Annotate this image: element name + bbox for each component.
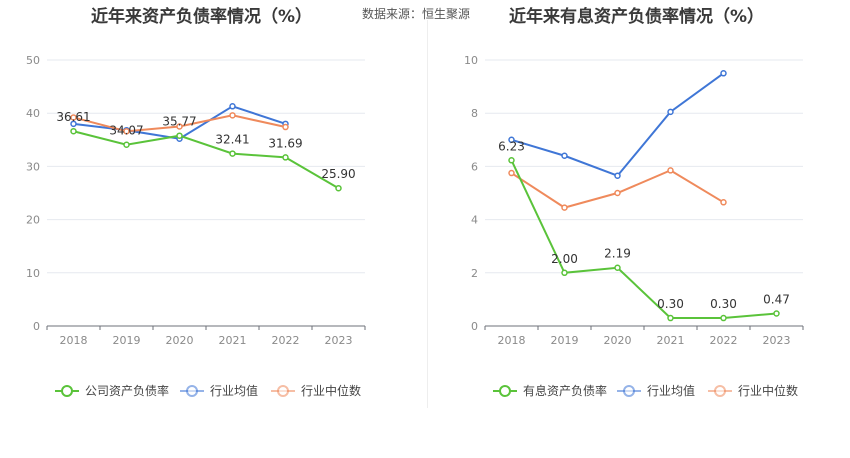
c1-series-0-point-3 [667,314,674,322]
c0-data-label-2: 35.77 [162,115,196,129]
c1-x-tick-2019: 2019 [551,334,579,347]
c0-y-tick-30: 30 [26,160,40,173]
c1-series-1-point-2 [614,172,621,179]
c1-x-tick-2018: 2018 [498,334,526,347]
c0-series-2-point-3 [229,112,236,119]
c0-data-label-3: 32.41 [215,133,249,147]
c0-data-label-5: 25.90 [321,167,355,181]
c1-data-label-1: 2.00 [551,252,578,266]
c0-x-tick-2021: 2021 [219,334,247,347]
c1-series-line-1 [511,72,725,177]
c1-data-label-3: 0.30 [657,297,684,311]
c0-x-tick-2022: 2022 [272,334,300,347]
c1-x-tick-2021: 2021 [657,334,685,347]
c0-x-tick-2018: 2018 [60,334,88,347]
c0-x-tick-2019: 2019 [113,334,141,347]
c1-series-line-0 [510,159,777,320]
c1-series-1-point-3 [667,108,674,116]
c1-series-2-point-2 [614,189,621,197]
c1-series-0-point-2 [614,264,621,271]
c0-series-2-point-4 [282,123,289,131]
c1-legend-marker-2 [714,385,726,397]
c1-series-0-point-5 [773,310,780,317]
left-chart-title: 近年来资产负债率情况（%） [91,7,313,27]
c0-series-2-point-0 [70,114,77,121]
c1-series-0-point-0 [508,157,515,164]
c1-y-tick-6: 6 [471,160,478,173]
c1-legend-label-0: 有息资产负债率 [523,383,607,398]
c0-legend-label-1: 行业均值 [210,383,258,398]
c1-series-2-point-0 [508,169,515,177]
c0-legend-marker-1 [186,385,198,397]
c1-data-label-0: 6.23 [498,139,525,153]
c0-y-tick-40: 40 [26,107,40,120]
c1-legend-label-1: 行业均值 [647,383,695,398]
c0-legend-label-2: 行业中位数 [301,383,361,398]
c1-series-0-point-4 [720,314,727,322]
c0-y-tick-10: 10 [26,267,40,280]
c1-data-label-5: 0.47 [763,292,790,306]
c1-legend-label-2: 行业中位数 [738,383,798,398]
c1-series-2-point-3 [667,167,674,174]
c1-x-tick-2020: 2020 [604,334,632,347]
c0-legend-marker-2 [277,385,289,397]
c0-x-tick-2023: 2023 [325,334,353,347]
c1-series-1-point-4 [720,70,727,77]
c0-y-tick-20: 20 [26,214,40,227]
c1-y-tick-8: 8 [471,107,478,120]
c0-series-0-point-3 [229,150,236,157]
c1-y-tick-0: 0 [471,320,478,333]
c0-legend-label-0: 公司资产负债率 [85,383,169,398]
c0-data-label-0: 36.61 [56,110,90,124]
c1-series-2-point-4 [720,199,727,206]
c0-data-label-4: 31.69 [268,136,302,150]
c1-legend-marker-1 [623,385,635,397]
c0-series-2-point-1 [123,128,130,135]
c0-series-0-point-2 [176,132,183,139]
c0-y-tick-0: 0 [33,320,40,333]
c1-y-tick-10: 10 [464,54,478,67]
c0-y-tick-50: 50 [26,54,40,67]
right-chart-title: 近年来有息资产负债率情况（%） [509,7,765,27]
c0-series-2-point-2 [176,123,183,130]
c1-x-tick-2023: 2023 [763,334,791,347]
c1-y-tick-4: 4 [471,214,478,227]
c1-y-tick-2: 2 [471,267,478,280]
c0-series-0-point-5 [335,184,342,192]
c1-series-2-point-1 [561,204,568,211]
c1-data-label-2: 2.19 [604,247,631,261]
c0-series-line-0 [73,130,340,190]
c1-series-1-point-0 [508,136,515,144]
c0-series-0-point-0 [70,127,77,135]
c1-x-tick-2022: 2022 [710,334,738,347]
c0-series-1-point-3 [229,103,236,110]
chart-divider [427,20,428,408]
c1-series-0-point-1 [561,269,568,277]
c0-x-tick-2020: 2020 [166,334,194,347]
c1-legend-marker-0 [499,385,511,397]
c1-data-label-4: 0.30 [710,297,737,311]
c0-series-0-point-4 [282,154,289,161]
c0-series-1-point-0 [70,120,77,128]
c0-legend-marker-0 [61,385,73,397]
c0-data-label-1: 34.07 [109,124,143,138]
c0-series-0-point-1 [123,141,130,148]
data-source-label: 数据来源：恒生聚源 [362,7,471,21]
c1-series-1-point-1 [561,152,568,160]
